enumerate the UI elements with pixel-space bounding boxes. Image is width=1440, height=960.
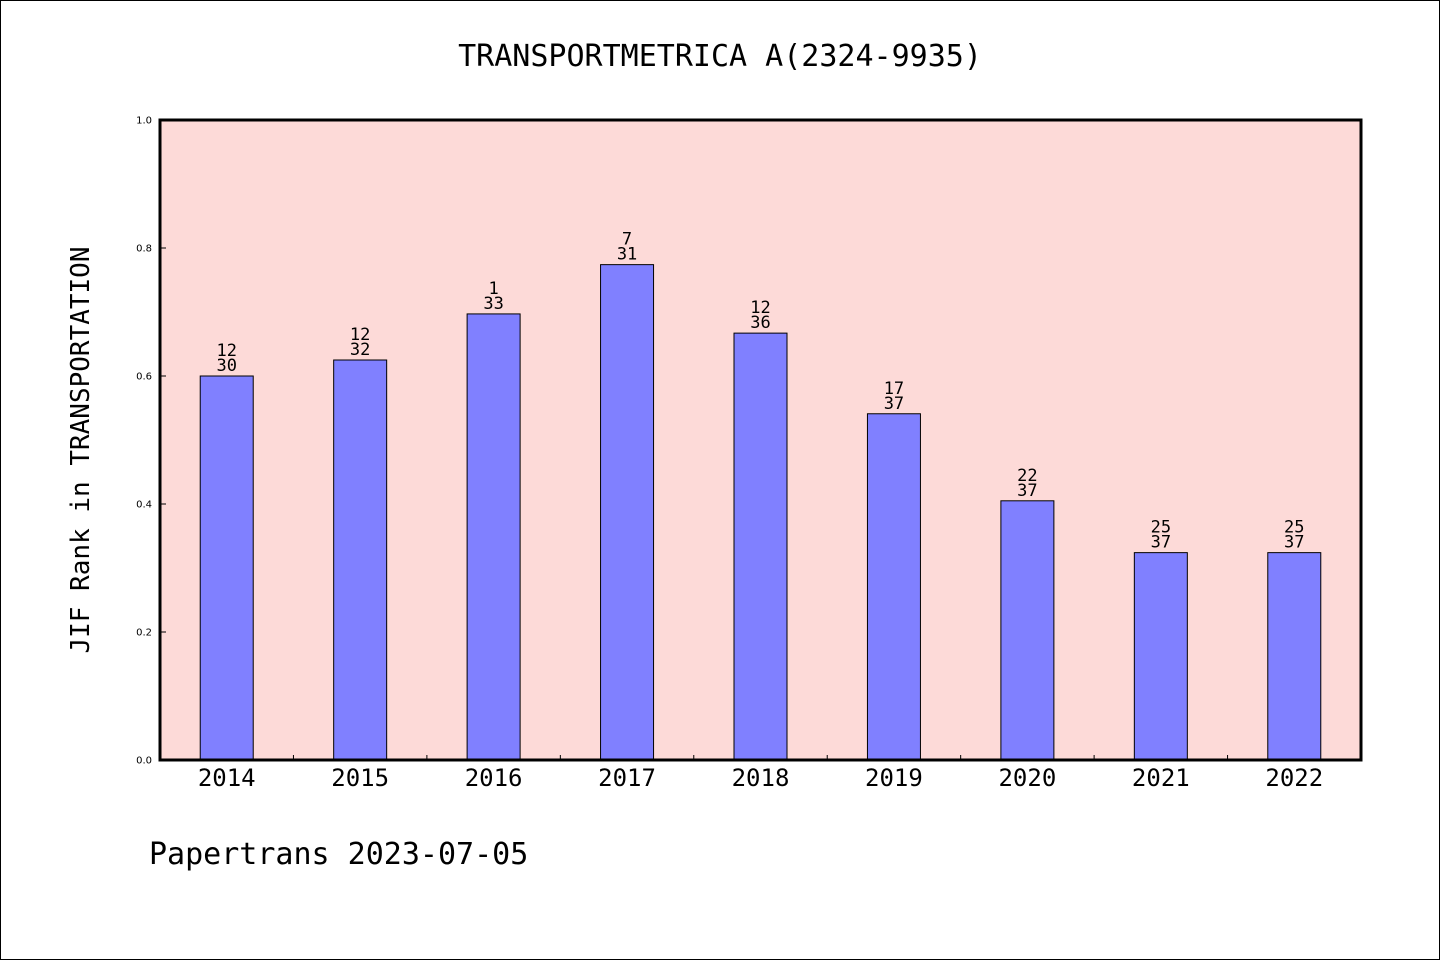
x-tick-label-2019: 2019 [865, 764, 923, 792]
bar-2019 [866, 413, 921, 761]
x-tick-label-2021: 2021 [1132, 764, 1190, 792]
x-tick-label-2015: 2015 [331, 764, 389, 792]
bar-rank-label-2017: 7 [622, 230, 632, 250]
y-axis-label: JIF Rank in TRANSPORTATION [66, 247, 96, 654]
bar-rank-label-2020: 22 [1017, 466, 1037, 486]
bar-2020 [1000, 500, 1055, 761]
bar-total-label-2020: 37 [1017, 481, 1037, 501]
bar-total-label-2019: 37 [884, 394, 904, 414]
x-tick-label-2017: 2017 [598, 764, 656, 792]
bar-2017 [600, 264, 655, 761]
bar-2015 [333, 359, 388, 761]
bar-2022 [1267, 552, 1322, 761]
x-tick-label-2016: 2016 [465, 764, 523, 792]
y-tick-label: 0.4 [136, 500, 152, 511]
bar-rank-label-2018: 12 [750, 298, 770, 318]
bar-rank-label-2014: 12 [216, 341, 236, 361]
x-tick-label-2018: 2018 [732, 764, 790, 792]
bar-rank-label-2015: 12 [350, 325, 370, 345]
bar-2018 [733, 332, 788, 761]
bar-2016 [466, 313, 521, 761]
bar-total-label-2018: 36 [750, 313, 770, 333]
y-tick-label: 1.0 [136, 116, 152, 127]
bar-2021 [1133, 552, 1188, 761]
x-tick-label-2020: 2020 [998, 764, 1056, 792]
chart-title: TRANSPORTMETRICA A(2324-9935) [458, 39, 982, 74]
x-tick-label-2022: 2022 [1265, 764, 1323, 792]
bar-rank-label-2022: 25 [1284, 518, 1304, 538]
bar-rank-label-2019: 17 [884, 379, 904, 399]
y-tick-label: 0.0 [136, 756, 152, 767]
bar-rank-label-2021: 25 [1151, 518, 1171, 538]
bar-total-label-2021: 37 [1151, 533, 1171, 553]
bar-total-label-2022: 37 [1284, 533, 1304, 553]
bar-total-label-2017: 31 [617, 245, 637, 265]
bar-total-label-2015: 32 [350, 340, 370, 360]
plot-frame [158, 118, 1363, 762]
bar-total-label-2016: 33 [483, 294, 503, 314]
footer-text: Papertrans 2023-07-05 [149, 837, 528, 872]
y-tick-label: 0.8 [136, 244, 152, 255]
y-tick-label: 0.2 [136, 628, 152, 639]
bar-2014 [199, 375, 254, 761]
ticks-group: 2014 2015 2016 2017 2018 2019 2020 2021 2022 0.0 0… [136, 116, 1323, 793]
bar-rank-label-2016: 1 [488, 279, 498, 299]
x-tick-label-2014: 2014 [198, 764, 256, 792]
y-tick-label: 0.6 [136, 372, 152, 383]
bar-total-label-2014: 30 [216, 356, 236, 376]
